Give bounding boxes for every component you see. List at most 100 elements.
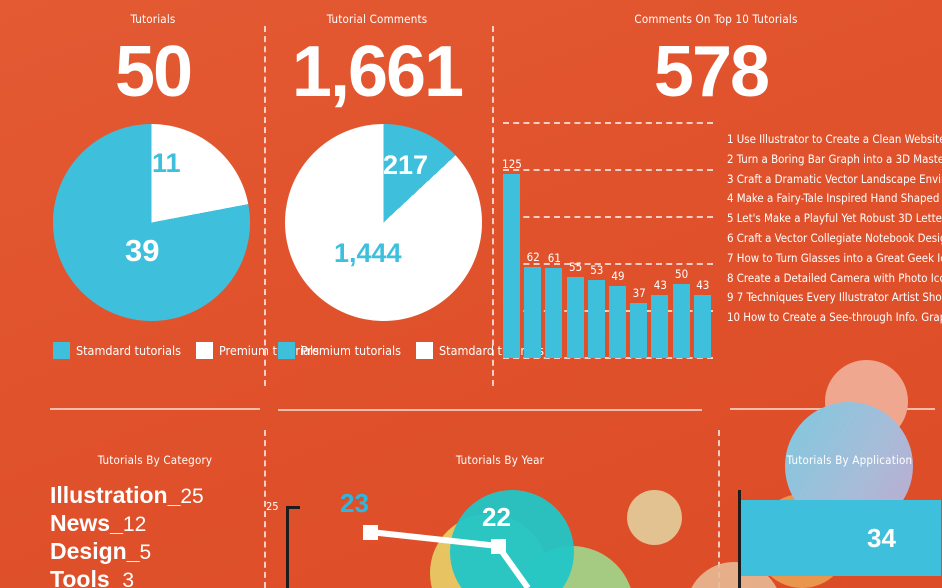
bar-value-label: 43: [696, 278, 710, 292]
bar-rect: [524, 267, 542, 358]
category-row: Illustration_25: [50, 483, 204, 511]
bar-gridline: [503, 263, 713, 265]
list-item: 10 How to Create a See-through Info. Gra…: [727, 310, 942, 325]
tutorial-comments-pie-standard-value: 1,444: [334, 238, 402, 268]
tutorials-pie-premium-value: 11: [152, 148, 181, 178]
category-separator: _: [167, 482, 181, 508]
legend-swatch-premium: [195, 342, 213, 359]
divider-horizontal-center: [278, 409, 702, 411]
list-item: 5 Let's Make a Playful Yet Robust 3D Let…: [727, 211, 942, 226]
bar-rect: [630, 303, 648, 358]
bar-value-label: 53: [590, 263, 604, 277]
bar-column: 61: [545, 122, 563, 358]
legend-item-premium-2: Premium tutorials: [278, 342, 401, 359]
tutorials-pie-chart: [53, 124, 250, 321]
year-node-1: [363, 525, 378, 540]
bar-gridline: [503, 122, 713, 124]
bar-value-label: 49: [611, 269, 625, 283]
bar-column: 55: [566, 122, 584, 358]
legend-swatch-standard: [53, 342, 70, 359]
category-row: Design_5: [50, 539, 204, 567]
year-node-2-value: 22: [482, 502, 511, 532]
year-node-2: [491, 539, 506, 554]
divider-vertical-left: [264, 26, 266, 386]
panel-title-comments-top10: Comments On Top 10 Tutorials: [634, 12, 798, 26]
bar-rect: [545, 268, 563, 358]
year-line-chart: 25 23 22: [266, 480, 782, 588]
comments-bar-chart: 125 62 61 55 53 49 37 43 50 43: [502, 122, 713, 359]
category-name: Tools: [50, 566, 110, 588]
bar-gridline: [503, 310, 713, 312]
divider-vertical-bottom-left: [264, 430, 266, 588]
year-axis-top-tick: [286, 506, 300, 509]
divider-vertical-right: [492, 26, 494, 386]
bar-rect: [587, 280, 605, 358]
category-row: News_12: [50, 511, 204, 539]
bar-column: 53: [587, 122, 605, 358]
list-item: 8 Create a Detailed Camera with Photo Ic…: [727, 270, 942, 285]
tutorial-comments-pie-chart: [285, 124, 482, 321]
bar-rect: [651, 295, 669, 358]
comments-top10-total: 578: [653, 32, 770, 112]
list-item: 1 Use Illustrator to Create a Clean Webs…: [727, 132, 942, 146]
bar-column: 62: [524, 122, 542, 358]
bar-column: 125: [502, 122, 522, 358]
category-value: 25: [180, 485, 204, 508]
year-axis-vertical: [286, 506, 289, 588]
bar-rect: [609, 286, 626, 358]
bar-rect: [566, 277, 584, 358]
category-separator: _: [109, 566, 123, 588]
bar-columns: 125 62 61 55 53 49 37 43 50 43: [502, 122, 713, 358]
application-axis-vertical: [738, 490, 741, 588]
bar-column: 43: [651, 122, 669, 358]
bar-value-label: 61: [547, 251, 561, 265]
legend-label-premium-2: Premium tutorials: [301, 343, 402, 358]
list-item: 3 Craft a Dramatic Vector Landscape Envi…: [727, 171, 942, 186]
top10-tutorials-list: 1 Use Illustrator to Create a Clean Webs…: [727, 130, 942, 328]
bar-gridline: [503, 357, 713, 359]
category-value: 3: [122, 569, 135, 588]
legend-label-standard: Stamdard tutorials: [76, 343, 181, 358]
decorative-bubble-cyan: [450, 490, 574, 588]
bar-value-label: 55: [569, 260, 583, 274]
category-value: 5: [139, 541, 152, 564]
application-bar: [741, 500, 941, 576]
category-name: News: [50, 510, 111, 536]
tutorial-comments-total: 1,661: [291, 32, 464, 112]
list-item: 6 Craft a Vector Collegiate Notebook Des…: [727, 230, 942, 245]
list-item: 4 Make a Fairy-Tale Inspired Hand Shaped…: [727, 191, 942, 206]
bar-gridline: [503, 169, 713, 171]
category-list: Illustration_25 News_12 Design_5 Tools_3: [50, 483, 204, 588]
divider-vertical-bottom-right: [718, 430, 720, 588]
bar-value-label: 125: [502, 157, 522, 171]
divider-horizontal-left: [50, 408, 260, 410]
bar-column: 37: [630, 122, 648, 358]
bar-column: 49: [609, 122, 626, 358]
legend-swatch-premium-2: [278, 342, 295, 359]
list-item: 7 How to Turn Glasses into a Great Geek …: [727, 250, 942, 265]
bar-rect: [693, 295, 711, 358]
list-item: 2 Turn a Boring Bar Graph into a 3D Mast…: [727, 151, 942, 166]
bar-value-label: 50: [675, 267, 689, 281]
year-axis-max-label: 25: [266, 500, 279, 513]
category-value: 12: [122, 513, 147, 536]
category-row: Tools_3: [50, 567, 204, 588]
category-separator: _: [110, 510, 123, 536]
application-bar-value: 34: [867, 523, 896, 553]
bar-gridline: [503, 216, 713, 218]
bar-rect: [503, 174, 520, 358]
tutorials-pie-standard-value: 39: [125, 233, 160, 268]
panel-title-by-year: Tutorials By Year: [455, 453, 545, 467]
panel-title-by-category: Tutorials By Category: [97, 453, 213, 467]
bar-column: 50: [672, 122, 690, 358]
legend-swatch-standard-2: [416, 342, 434, 359]
panel-title-by-application: Tutorials By Application: [786, 453, 913, 467]
tutorials-total: 50: [114, 32, 193, 112]
panel-title-tutorials: Tutorials: [130, 12, 176, 26]
category-name: Design: [50, 538, 127, 564]
legend-item-standard: Stamdard tutorials: [53, 342, 181, 359]
application-panel: Tutorials By Application 34: [727, 360, 942, 588]
tutorial-comments-pie-premium-value: 217: [383, 150, 429, 180]
bar-value-label: 37: [632, 286, 646, 300]
